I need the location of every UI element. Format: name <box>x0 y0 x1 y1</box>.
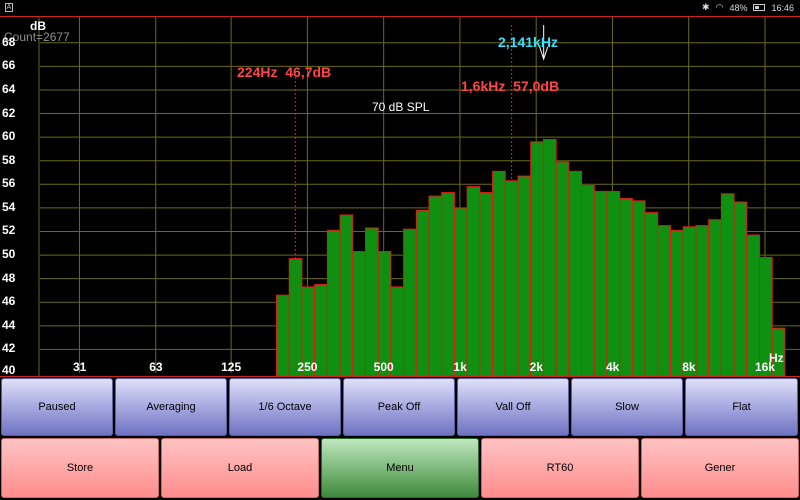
spectrum-bar <box>720 193 735 376</box>
count-label: Count=2677 <box>4 30 70 44</box>
weighting-button[interactable]: Flat <box>685 378 798 436</box>
spectrum-bar <box>708 219 722 376</box>
right-cursor-readout: 1,6kHz 57,0dB <box>461 78 559 94</box>
spectrum-bar <box>631 200 646 376</box>
y-tick-label: 46 <box>2 294 16 309</box>
spectrum-bar <box>682 226 697 376</box>
spectrum-bar <box>771 327 786 376</box>
spectrum-bar <box>517 175 532 376</box>
spectrum-bar <box>581 184 595 376</box>
spectrum-bar <box>619 197 633 376</box>
y-axis-unit: dB <box>30 19 46 33</box>
load-button[interactable]: Load <box>161 438 319 498</box>
x-tick-label: 63 <box>149 360 163 374</box>
bluetooth-icon: ✱ <box>702 2 710 12</box>
valley-button[interactable]: Vall Off <box>457 378 569 436</box>
spectrum-bar <box>479 192 494 376</box>
toolbar-row-1: Paused Averaging 1/6 Octave Peak Off Val… <box>0 378 800 436</box>
spectrum-bar <box>415 209 430 376</box>
spectrum-bar <box>542 138 557 376</box>
y-tick-label: 44 <box>2 317 16 332</box>
spectrum-bar <box>644 212 659 376</box>
x-tick-label: 16k <box>754 360 775 374</box>
left-cursor-level: 46,7dB <box>285 64 332 80</box>
rt60-button[interactable]: RT60 <box>481 438 639 498</box>
y-tick-label: 48 <box>2 270 16 285</box>
y-tick-label: 40 <box>2 363 16 377</box>
spectrum-bar <box>364 227 379 376</box>
battery-icon <box>753 4 766 11</box>
y-tick-label: 50 <box>2 247 16 262</box>
x-tick-label: 125 <box>221 360 242 374</box>
x-tick-label: 1k <box>453 360 467 374</box>
spectrum-bar <box>326 229 341 376</box>
generator-button[interactable]: Gener <box>641 438 799 498</box>
spectrum-bar <box>352 251 366 376</box>
clock: 16:46 <box>771 2 794 13</box>
x-tick-label: 4k <box>605 360 620 374</box>
spectrum-bar <box>441 192 455 376</box>
y-tick-label: 54 <box>2 199 16 214</box>
x-tick-label: 8k <box>682 360 696 374</box>
spectrum-bar <box>657 225 672 376</box>
spectrum-bar <box>670 229 684 376</box>
status-bar: A ✱ ◠ 48% 16:46 <box>0 0 800 16</box>
spectrum-bar <box>275 294 290 376</box>
y-tick-label: 60 <box>2 129 16 144</box>
peak-indicator-arrow <box>539 46 549 61</box>
y-tick-label: 62 <box>2 105 16 120</box>
peak-button[interactable]: Peak Off <box>343 378 455 436</box>
spectrum-bar <box>733 201 748 376</box>
spectrum-bar <box>593 190 608 376</box>
right-cursor-level: 57,0dB <box>513 78 560 94</box>
peak-frequency-label: 2,141kHz <box>498 34 558 50</box>
spectrum-plot[interactable]: Count=2677 dB Hz 224Hz 46,7dB 1,6kHz 57,… <box>0 16 800 377</box>
spectrum-bar <box>428 195 443 376</box>
spectrum-bar <box>466 186 481 376</box>
right-cursor-freq: 1,6kHz <box>461 78 506 94</box>
left-cursor-freq: 224Hz <box>237 64 278 80</box>
spectrum-bar <box>339 214 354 376</box>
spectrum-bar <box>492 170 506 376</box>
menu-button[interactable]: Menu <box>321 438 479 498</box>
octave-button[interactable]: 1/6 Octave <box>229 378 341 436</box>
x-axis-unit: Hz <box>769 351 784 365</box>
spectrum-bar <box>695 225 710 376</box>
spectrum-bar <box>530 141 544 376</box>
notification-icon: A <box>5 3 13 12</box>
x-tick-label: 2k <box>529 360 544 374</box>
left-cursor-readout: 224Hz 46,7dB <box>237 64 331 80</box>
spl-reference-label: 70 dB SPL <box>372 100 430 114</box>
x-tick-label: 31 <box>72 360 87 374</box>
wifi-icon: ◠ <box>715 2 724 12</box>
y-tick-label: 66 <box>2 58 16 73</box>
y-tick-label: 68 <box>2 34 16 49</box>
averaging-button[interactable]: Averaging <box>115 378 227 436</box>
y-tick-label: 64 <box>2 81 16 96</box>
spectrum-chart <box>38 17 800 376</box>
store-button[interactable]: Store <box>1 438 159 498</box>
spectrum-bar <box>555 161 570 376</box>
spectrum-bar <box>568 170 583 376</box>
x-tick-label: 250 <box>297 360 318 374</box>
toolbar-row-2: Store Load Menu RT60 Gener <box>0 438 800 500</box>
status-icons: ✱ ◠ 48% 16:46 <box>702 2 794 13</box>
spectrum-bar <box>377 251 392 376</box>
y-tick-label: 52 <box>2 223 16 238</box>
spectrum-bar <box>453 207 468 376</box>
speed-button[interactable]: Slow <box>571 378 683 436</box>
y-tick-label: 56 <box>2 176 16 191</box>
y-tick-label: 58 <box>2 152 16 167</box>
spectrum-bar <box>403 228 417 376</box>
spectrum-bar <box>606 190 621 376</box>
spectrum-bar <box>746 234 760 376</box>
paused-button[interactable]: Paused <box>1 378 113 436</box>
y-tick-label: 42 <box>2 341 16 356</box>
x-tick-label: 500 <box>373 360 394 374</box>
battery-percent: 48% <box>729 2 748 13</box>
